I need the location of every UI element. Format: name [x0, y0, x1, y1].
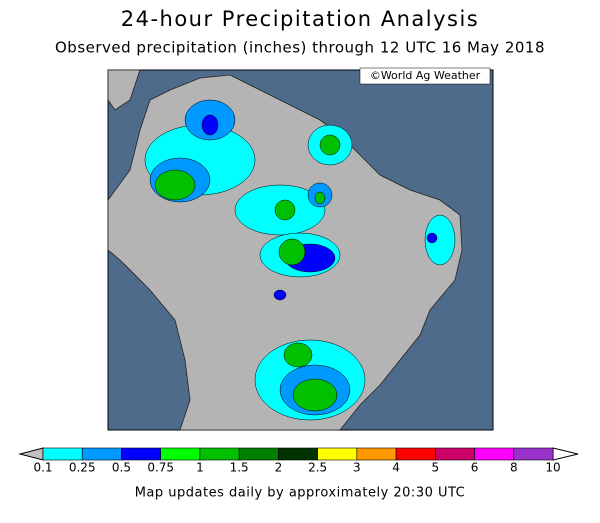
- footer-note: Map updates daily by approximately 20:30…: [135, 486, 466, 501]
- legend-swatch: [42, 447, 83, 461]
- legend-label: 8: [510, 461, 518, 475]
- legend-swatch: [513, 447, 554, 461]
- legend-label: 0.5: [112, 461, 131, 475]
- legend-label: 10: [545, 461, 560, 475]
- legend-above: [552, 447, 579, 461]
- legend: 0.1 0.25 0.5 0.75 1 1.5 2 2.5 3 4 5 6 8 10: [18, 447, 579, 475]
- legend-label: 3: [353, 461, 361, 475]
- credit: ©World Ag Weather: [370, 69, 481, 82]
- legend-swatch: [121, 447, 161, 461]
- legend-label: 0.25: [69, 461, 96, 475]
- legend-label: 5: [431, 461, 439, 475]
- legend-swatch: [317, 447, 358, 461]
- credit-box: [359, 67, 491, 85]
- land-central-america: [107, 69, 141, 111]
- legend-swatch: [278, 447, 318, 461]
- title: 24-hour Precipitation Analysis: [121, 7, 480, 31]
- precip: [144, 99, 456, 421]
- legend-label: 6: [471, 461, 479, 475]
- legend-swatch: [474, 447, 515, 461]
- legend-below: [18, 447, 44, 461]
- legend-label: 4: [392, 461, 400, 475]
- legend-label: 2: [275, 461, 283, 475]
- legend-label: 1: [196, 461, 204, 475]
- legend-swatch: [199, 447, 240, 461]
- legend-swatch: [435, 447, 475, 461]
- legend-swatch: [395, 447, 436, 461]
- legend-swatch: [160, 447, 201, 461]
- legend-label: 2.5: [308, 461, 327, 475]
- subtitle: Observed precipitation (inches) through …: [55, 39, 545, 57]
- legend-label: 1.5: [230, 461, 249, 475]
- legend-label: 0.75: [147, 461, 174, 475]
- legend-swatch: [356, 447, 397, 461]
- legend-swatch: [238, 447, 279, 461]
- legend-swatch: [81, 447, 122, 461]
- map: ©World Ag Weather: [107, 67, 494, 431]
- legend-label: 0.1: [33, 461, 52, 475]
